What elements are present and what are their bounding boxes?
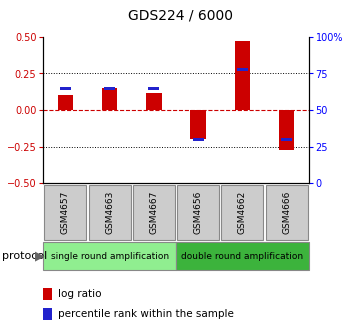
Text: GSM4657: GSM4657 bbox=[61, 191, 70, 234]
Bar bbox=[102, 88, 117, 110]
Text: GSM4662: GSM4662 bbox=[238, 191, 247, 234]
Bar bbox=[148, 86, 160, 90]
Text: ▶: ▶ bbox=[35, 250, 45, 263]
Text: GSM4656: GSM4656 bbox=[193, 191, 203, 234]
Text: GSM4663: GSM4663 bbox=[105, 191, 114, 234]
Bar bbox=[60, 86, 71, 90]
Bar bbox=[235, 41, 250, 110]
Bar bbox=[58, 95, 73, 110]
Bar bbox=[146, 92, 162, 110]
Text: log ratio: log ratio bbox=[58, 289, 101, 299]
Text: protocol: protocol bbox=[2, 251, 47, 261]
Bar bbox=[192, 138, 204, 141]
Text: single round amplification: single round amplification bbox=[51, 252, 169, 261]
Bar bbox=[190, 110, 206, 139]
Text: GDS224 / 6000: GDS224 / 6000 bbox=[128, 8, 233, 23]
Bar bbox=[237, 68, 248, 71]
Bar bbox=[281, 138, 292, 141]
Bar bbox=[279, 110, 294, 150]
Bar bbox=[104, 86, 115, 90]
Text: percentile rank within the sample: percentile rank within the sample bbox=[58, 309, 234, 319]
Text: GSM4666: GSM4666 bbox=[282, 191, 291, 234]
Text: GSM4667: GSM4667 bbox=[149, 191, 158, 234]
Text: double round amplification: double round amplification bbox=[181, 252, 303, 261]
